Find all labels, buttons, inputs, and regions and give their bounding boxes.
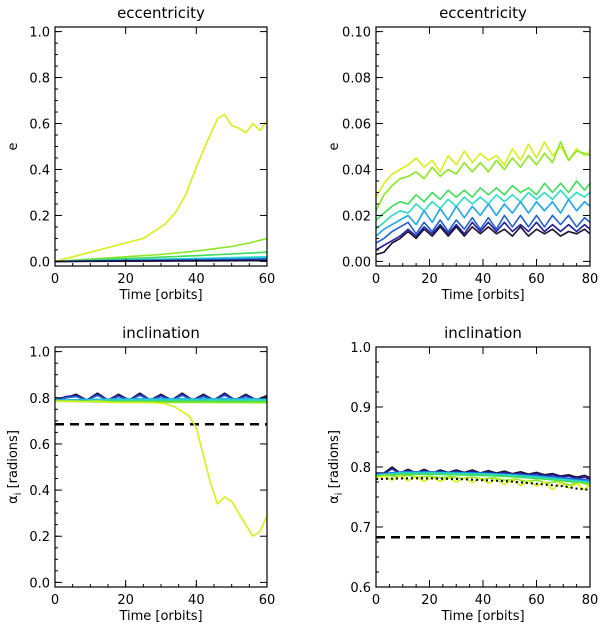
series-line-s3 xyxy=(376,473,590,485)
x-tick-label: 80 xyxy=(582,272,599,287)
series-group xyxy=(55,113,267,263)
y-tick-label: 1.0 xyxy=(29,346,50,361)
series-group xyxy=(55,392,267,538)
y-tick-label: 0.8 xyxy=(29,72,50,87)
x-tick-label: 40 xyxy=(188,593,205,608)
series-group xyxy=(376,466,590,491)
plot-frame xyxy=(54,346,268,588)
y-tick-label: 0.6 xyxy=(29,118,50,133)
panel-3: 0 20 40 60 0.0 0.2 0.4 0.6 0.8 1.0 inclination Time… xyxy=(6,324,275,624)
series-line-s2 xyxy=(55,237,267,263)
series-line-s6 xyxy=(376,214,590,244)
y-tick-label: 0.0 xyxy=(29,255,50,270)
y-tick-label: 1.0 xyxy=(29,26,50,41)
y-tick-label: 0.2 xyxy=(29,209,50,224)
panel-2: 0 20 40 60 80 0.00 0.02 0.04 0.06 0.08 0.10 eccentr… xyxy=(327,4,598,303)
plot-frame xyxy=(375,346,591,588)
x-tick-label: 40 xyxy=(475,593,492,608)
y-tick-label: 0.00 xyxy=(342,255,371,270)
x-tick-label: 60 xyxy=(259,593,276,608)
series-line-s8 xyxy=(55,259,267,263)
y-tick-label: 0.06 xyxy=(342,118,371,133)
y-axis-label: e xyxy=(6,143,21,151)
x-tick-label: 0 xyxy=(51,272,59,287)
series-line-s8 xyxy=(376,226,590,256)
x-tick-label: 0 xyxy=(372,272,380,287)
y-tick-label: 0.02 xyxy=(342,209,371,224)
y-tick-label: 0.4 xyxy=(29,163,50,178)
series-line-s1 xyxy=(55,113,267,263)
series-line-s3 xyxy=(376,180,590,221)
panel-4: 0 20 40 60 80 0.6 0.7 0.8 0.9 1.0 inclination Time … xyxy=(327,324,598,624)
y-tick-label: 0.04 xyxy=(342,163,371,178)
chart-title: inclination xyxy=(122,324,200,342)
series-line-s2 xyxy=(376,474,590,486)
chart-title: eccentricity xyxy=(439,4,527,22)
y-tick-label: 0.7 xyxy=(350,521,371,536)
series-group xyxy=(376,141,590,256)
y-tick-label: 0.8 xyxy=(350,461,371,476)
series-line-s0 xyxy=(376,477,590,491)
y-tick-label: 0.0 xyxy=(29,576,50,591)
y-tick-label: 0.2 xyxy=(29,530,50,545)
y-tick-label: 0.9 xyxy=(350,401,371,416)
x-axis-label: Time [orbits] xyxy=(440,609,524,624)
series-line-s5 xyxy=(376,198,590,237)
x-tick-label: 0 xyxy=(51,593,59,608)
x-tick-label: 20 xyxy=(117,593,134,608)
chart-title: eccentricity xyxy=(117,4,205,22)
series-line-s4 xyxy=(376,189,590,230)
series-line-s1 xyxy=(55,400,267,538)
y-tick-label: 0.4 xyxy=(29,484,50,499)
x-tick-label: 0 xyxy=(372,593,380,608)
x-tick-label: 60 xyxy=(528,593,545,608)
y-tick-label: 0.08 xyxy=(342,72,371,87)
series-line-s2 xyxy=(376,141,590,212)
x-tick-label: 80 xyxy=(582,593,599,608)
x-tick-label: 40 xyxy=(188,272,205,287)
y-axis-label: αi [radions] xyxy=(327,430,345,504)
x-tick-label: 40 xyxy=(475,272,492,287)
x-axis-label: Time [orbits] xyxy=(118,288,202,303)
x-tick-label: 20 xyxy=(117,272,134,287)
series-line-s7 xyxy=(376,221,590,251)
y-tick-label: 1.0 xyxy=(350,341,371,356)
y-tick-label: 0.8 xyxy=(29,392,50,407)
panel-1: 0 20 40 60 0.0 0.2 0.4 0.6 0.8 1.0 eccentricity Tim… xyxy=(6,4,275,303)
x-tick-label: 60 xyxy=(259,272,276,287)
y-tick-label: 0.6 xyxy=(29,438,50,453)
y-axis-label: e xyxy=(327,143,342,151)
x-tick-label: 20 xyxy=(421,272,438,287)
x-axis-label: Time [orbits] xyxy=(440,288,524,303)
chart-title: inclination xyxy=(444,324,522,342)
y-axis-label: αi [radions] xyxy=(6,430,24,504)
x-tick-label: 60 xyxy=(528,272,545,287)
plot-frame xyxy=(54,26,268,267)
x-tick-label: 20 xyxy=(421,593,438,608)
y-tick-label: 0.6 xyxy=(350,581,371,596)
y-tick-label: 0.10 xyxy=(342,26,371,41)
series-line-s4 xyxy=(376,472,590,484)
x-axis-label: Time [orbits] xyxy=(118,609,202,624)
